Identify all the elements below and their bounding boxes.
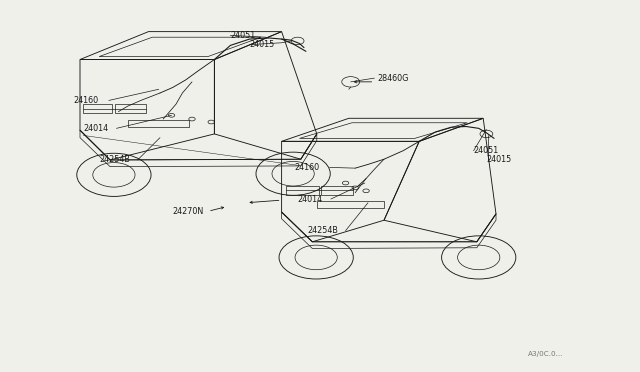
Text: 24160: 24160 <box>74 96 99 105</box>
Text: 24254B: 24254B <box>99 155 130 164</box>
Text: 24254B: 24254B <box>307 226 338 235</box>
Text: 28460G: 28460G <box>378 74 409 83</box>
Text: 24051: 24051 <box>474 146 499 155</box>
Text: 24051: 24051 <box>230 31 255 40</box>
Text: 24014: 24014 <box>83 124 108 133</box>
Text: 24015: 24015 <box>486 155 511 164</box>
Text: 24270N: 24270N <box>173 207 204 216</box>
Text: A3/0C.0...: A3/0C.0... <box>528 351 563 357</box>
Text: 24015: 24015 <box>250 40 275 49</box>
Text: 24014: 24014 <box>298 195 323 203</box>
Text: 24160: 24160 <box>294 163 319 172</box>
